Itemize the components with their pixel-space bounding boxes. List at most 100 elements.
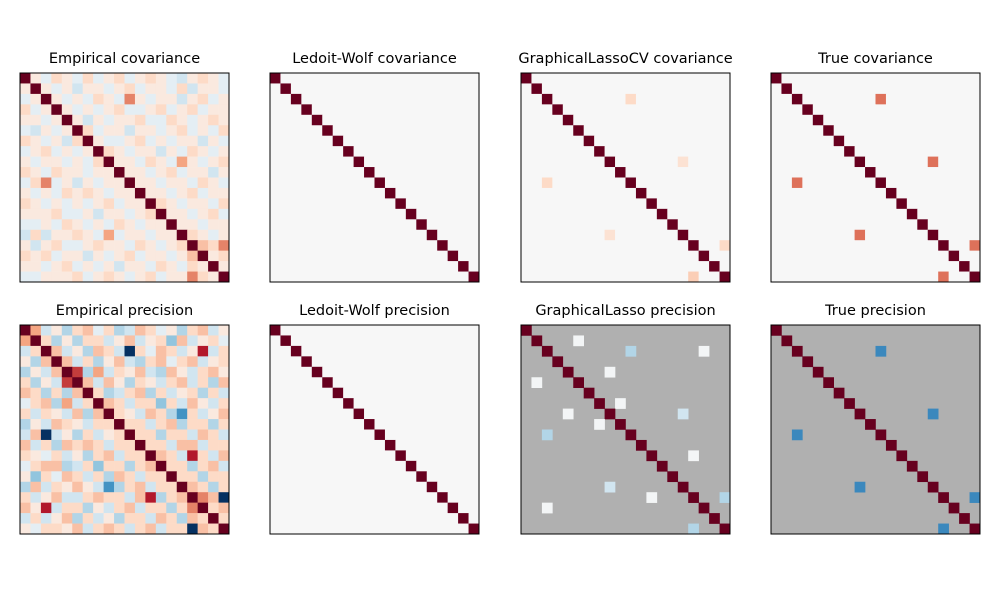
heatmap-cell [791, 83, 803, 95]
heatmap-cell [72, 419, 83, 430]
heatmap-cell [197, 460, 209, 472]
heatmap-cell [896, 208, 908, 220]
heatmap-cell [93, 387, 104, 399]
heatmap-cell [875, 83, 887, 95]
heatmap-cell [384, 208, 396, 220]
heatmap-cell [531, 240, 543, 251]
heatmap-cell [458, 356, 469, 368]
heatmap-cell [959, 135, 970, 147]
heatmap-cell [197, 345, 209, 357]
heatmap-cell [416, 135, 428, 147]
heatmap-cell [218, 198, 230, 210]
heatmap-cell [155, 502, 167, 514]
heatmap-cell [280, 208, 292, 220]
heatmap-cell [343, 125, 354, 136]
heatmap-cell [656, 271, 668, 283]
heatmap-cell [698, 250, 710, 262]
heatmap-cell [374, 156, 386, 168]
heatmap-cell [353, 439, 365, 451]
heatmap-cell [322, 335, 333, 347]
heatmap-cell [458, 198, 469, 210]
heatmap-cell [531, 146, 543, 157]
heatmap-cell [176, 83, 188, 95]
heatmap-cell [93, 439, 104, 451]
heatmap-cell [604, 114, 616, 126]
heatmap-cell [30, 250, 42, 262]
heatmap-cell [573, 208, 584, 220]
heatmap-cell [208, 481, 219, 493]
heatmap-cell [290, 460, 302, 472]
heatmap-cell [688, 261, 699, 272]
heatmap-cell [416, 325, 428, 336]
heatmap-cell [40, 398, 52, 409]
heatmap-cell [208, 219, 219, 231]
heatmap-cell [583, 83, 595, 95]
heatmap-cell [322, 429, 333, 441]
heatmap-cell [30, 335, 42, 347]
heatmap-cell [771, 271, 782, 283]
heatmap-cell [709, 83, 720, 95]
heatmap-cell [30, 387, 42, 399]
heatmap-cell [72, 513, 83, 524]
heatmap-cell [552, 250, 564, 262]
heatmap-cell [833, 73, 845, 84]
heatmap-cell [155, 408, 167, 420]
heatmap-cell [176, 250, 188, 262]
heatmap-cell [208, 513, 219, 524]
heatmap-cell [395, 325, 407, 336]
heatmap-cell [823, 219, 834, 231]
heatmap-cell [969, 125, 981, 136]
heatmap-cell [677, 208, 689, 220]
heatmap-cell [896, 167, 908, 178]
heatmap-cell [343, 366, 354, 378]
heatmap-cell [771, 93, 782, 105]
heatmap-cell [280, 104, 292, 116]
heatmap-cell [875, 135, 887, 147]
heatmap-cell [906, 250, 918, 262]
heatmap-cell [865, 104, 876, 116]
heatmap-cell [72, 198, 83, 210]
heatmap-cell [927, 187, 939, 199]
heatmap-cell [395, 523, 407, 535]
heatmap-cell [541, 429, 553, 441]
heatmap-cell [197, 377, 209, 388]
heatmap-cell [218, 93, 230, 105]
heatmap-cell [906, 261, 918, 272]
heatmap-cell [885, 156, 897, 168]
heatmap-cell [364, 429, 375, 441]
heatmap-cell [854, 167, 866, 178]
heatmap-cell [384, 502, 396, 514]
heatmap-cell [562, 271, 574, 283]
heatmap-cell [562, 187, 574, 199]
heatmap-cell [426, 104, 438, 116]
heatmap-cell [343, 198, 354, 210]
heatmap-cell [865, 187, 876, 199]
heatmap-cell [30, 460, 42, 472]
heatmap-cell [823, 198, 834, 210]
heatmap-cell [187, 240, 198, 251]
heatmap-cell [322, 481, 333, 493]
heatmap-cell [426, 502, 438, 514]
heatmap-cell [51, 104, 63, 116]
heatmap-cell [82, 345, 94, 357]
heatmap-cell [844, 229, 855, 241]
heatmap-cell [416, 93, 428, 105]
heatmap-cell [447, 471, 459, 483]
heatmap-cell [833, 125, 845, 136]
heatmap-cell [885, 135, 897, 147]
heatmap-cell [615, 187, 626, 199]
heatmap-cell [82, 198, 94, 210]
heatmap-cell [677, 229, 689, 241]
heatmap-cell [93, 419, 104, 430]
heatmap-cell [40, 429, 52, 441]
heatmap-cell [447, 419, 459, 430]
heatmap-cell [906, 104, 918, 116]
heatmap-cell [40, 177, 52, 189]
heatmap-cell [384, 167, 396, 178]
heatmap-panel: Ledoit-Wolf precision [269, 303, 480, 535]
heatmap-cell [646, 187, 658, 199]
heatmap-cell [635, 250, 647, 262]
heatmap-cell [145, 366, 157, 378]
heatmap-cell [667, 156, 679, 168]
heatmap-cell [166, 271, 178, 283]
